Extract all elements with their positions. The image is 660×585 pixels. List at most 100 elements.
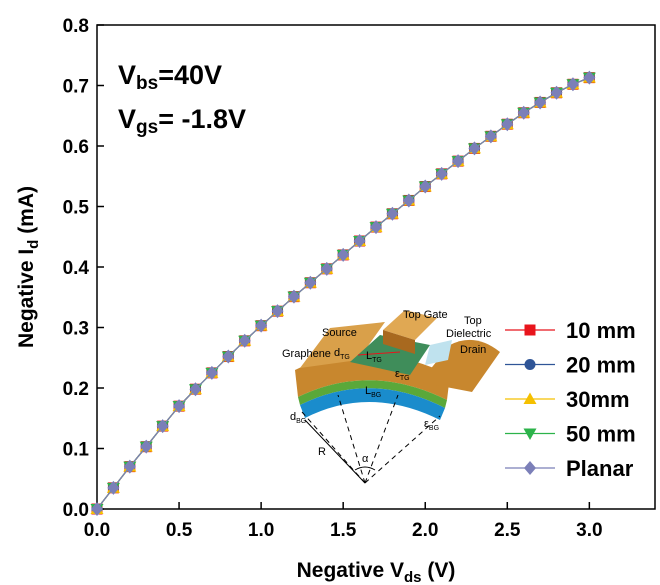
inset-label-main: d: [290, 411, 296, 423]
y-axis-label-main: Negative I: [15, 249, 38, 348]
series-line: [96, 77, 590, 510]
series-line: [96, 77, 590, 510]
marker: [271, 304, 284, 319]
legend-label: 50 mm: [566, 422, 636, 447]
y-tick-label: 0.6: [63, 137, 89, 158]
marker: [222, 349, 235, 364]
inset-label-main: Top: [464, 315, 482, 327]
marker: [468, 141, 481, 156]
inset-label-main: α: [362, 453, 369, 465]
top-gate: [383, 310, 437, 340]
marker: [524, 461, 536, 475]
annotation-sub: bs: [136, 73, 158, 94]
x-tick-label: 0.5: [166, 520, 193, 541]
marker: [107, 480, 120, 495]
y-axis-label-tail: (mA): [15, 186, 38, 240]
marker: [435, 166, 448, 181]
back-gate: [300, 388, 445, 420]
annotation-tail: =40V: [158, 60, 222, 90]
top-dielectric: [425, 340, 452, 365]
inset-label-main: Source: [322, 327, 357, 339]
inset-diagram: [295, 310, 500, 484]
marker: [386, 206, 399, 221]
inset-label-main: L: [366, 350, 372, 362]
inset-label-main: R: [318, 446, 326, 458]
y-tick-label: 0.0: [63, 500, 89, 521]
series-line: [96, 77, 590, 510]
annotation-main: V: [118, 104, 136, 134]
marker: [140, 439, 153, 454]
inset-label-main: ε: [424, 418, 429, 430]
marker: [402, 193, 415, 208]
x-tick-label: 3.0: [576, 520, 602, 541]
drain: [420, 339, 500, 392]
y-tick-label: 0.8: [63, 16, 89, 37]
marker: [370, 220, 382, 235]
marker: [156, 419, 169, 434]
marker: [189, 382, 202, 397]
marker: [524, 324, 536, 336]
y-axis-label: Negative Id (mA): [15, 186, 42, 348]
dashed-line: [364, 394, 399, 484]
dashed-line: [337, 394, 366, 484]
y-tick-label: 0.5: [63, 198, 90, 219]
radius-line: [304, 419, 366, 484]
inset-label-main: d: [334, 347, 340, 359]
dashed-line: [301, 411, 366, 484]
marker: [452, 154, 465, 169]
x-tick-label: 1.0: [248, 520, 274, 541]
marker: [123, 459, 136, 474]
marker: [255, 318, 268, 333]
annotation: Vbs=40V: [118, 60, 222, 94]
marker: [501, 117, 514, 132]
angle-arc: [354, 466, 376, 471]
series-line: [96, 77, 590, 510]
y-tick-label: 0.3: [63, 319, 89, 340]
inset-label-sub: TG: [400, 375, 410, 382]
marker: [320, 261, 333, 276]
y-axis-label-sub: d: [25, 240, 42, 249]
marker: [304, 275, 317, 290]
legend-label: 20 mm: [566, 353, 636, 378]
inset-label-main: Top Gate: [403, 309, 448, 321]
x-tick-label: 2.0: [412, 520, 438, 541]
annotation-tail: = -1.8V: [158, 104, 246, 134]
marker: [205, 365, 218, 380]
inset-label: Graphene: [282, 348, 331, 360]
top-gate-side: [383, 330, 415, 354]
inset-label-sub: BG: [296, 418, 306, 425]
inset-label-main: Drain: [460, 344, 486, 356]
x-axis-label-main: Negative V: [297, 559, 404, 582]
inset-label-main: L: [365, 385, 371, 397]
dielectric-layer: [298, 380, 447, 408]
x-tick-label: 1.5: [330, 520, 357, 541]
dashed-line: [364, 415, 441, 484]
y-tick-label: 0.2: [63, 379, 89, 400]
x-tick-label: 0.0: [84, 520, 110, 541]
marker: [523, 392, 537, 404]
annotation-main: V: [118, 60, 136, 90]
x-axis-label-sub: ds: [404, 569, 422, 585]
marker: [238, 333, 251, 348]
x-axis-label: Negative Vds (V): [297, 559, 456, 585]
inset-label: dBG: [290, 411, 306, 425]
inset-label: Source: [322, 327, 357, 339]
inset-label: Drain: [460, 344, 486, 356]
inset-label: εTG: [395, 368, 410, 382]
inset-label: LBG: [365, 385, 381, 399]
y-tick-label: 0.4: [63, 258, 90, 279]
inset-label: Dielectric: [446, 328, 492, 340]
marker: [419, 179, 432, 194]
inset-label-main: Graphene: [282, 348, 331, 360]
marker: [173, 399, 186, 414]
y-tick-label: 0.7: [63, 77, 89, 98]
inset-label-sub: TG: [340, 354, 350, 361]
marker: [523, 428, 537, 440]
legend-label: 10 mm: [566, 318, 636, 343]
inset-label-sub: BG: [371, 392, 381, 399]
y-tick-label: 0.1: [63, 440, 90, 461]
inset-label: LTG: [366, 350, 382, 364]
marker: [583, 70, 596, 85]
inset-label: Top Gate: [403, 309, 448, 321]
